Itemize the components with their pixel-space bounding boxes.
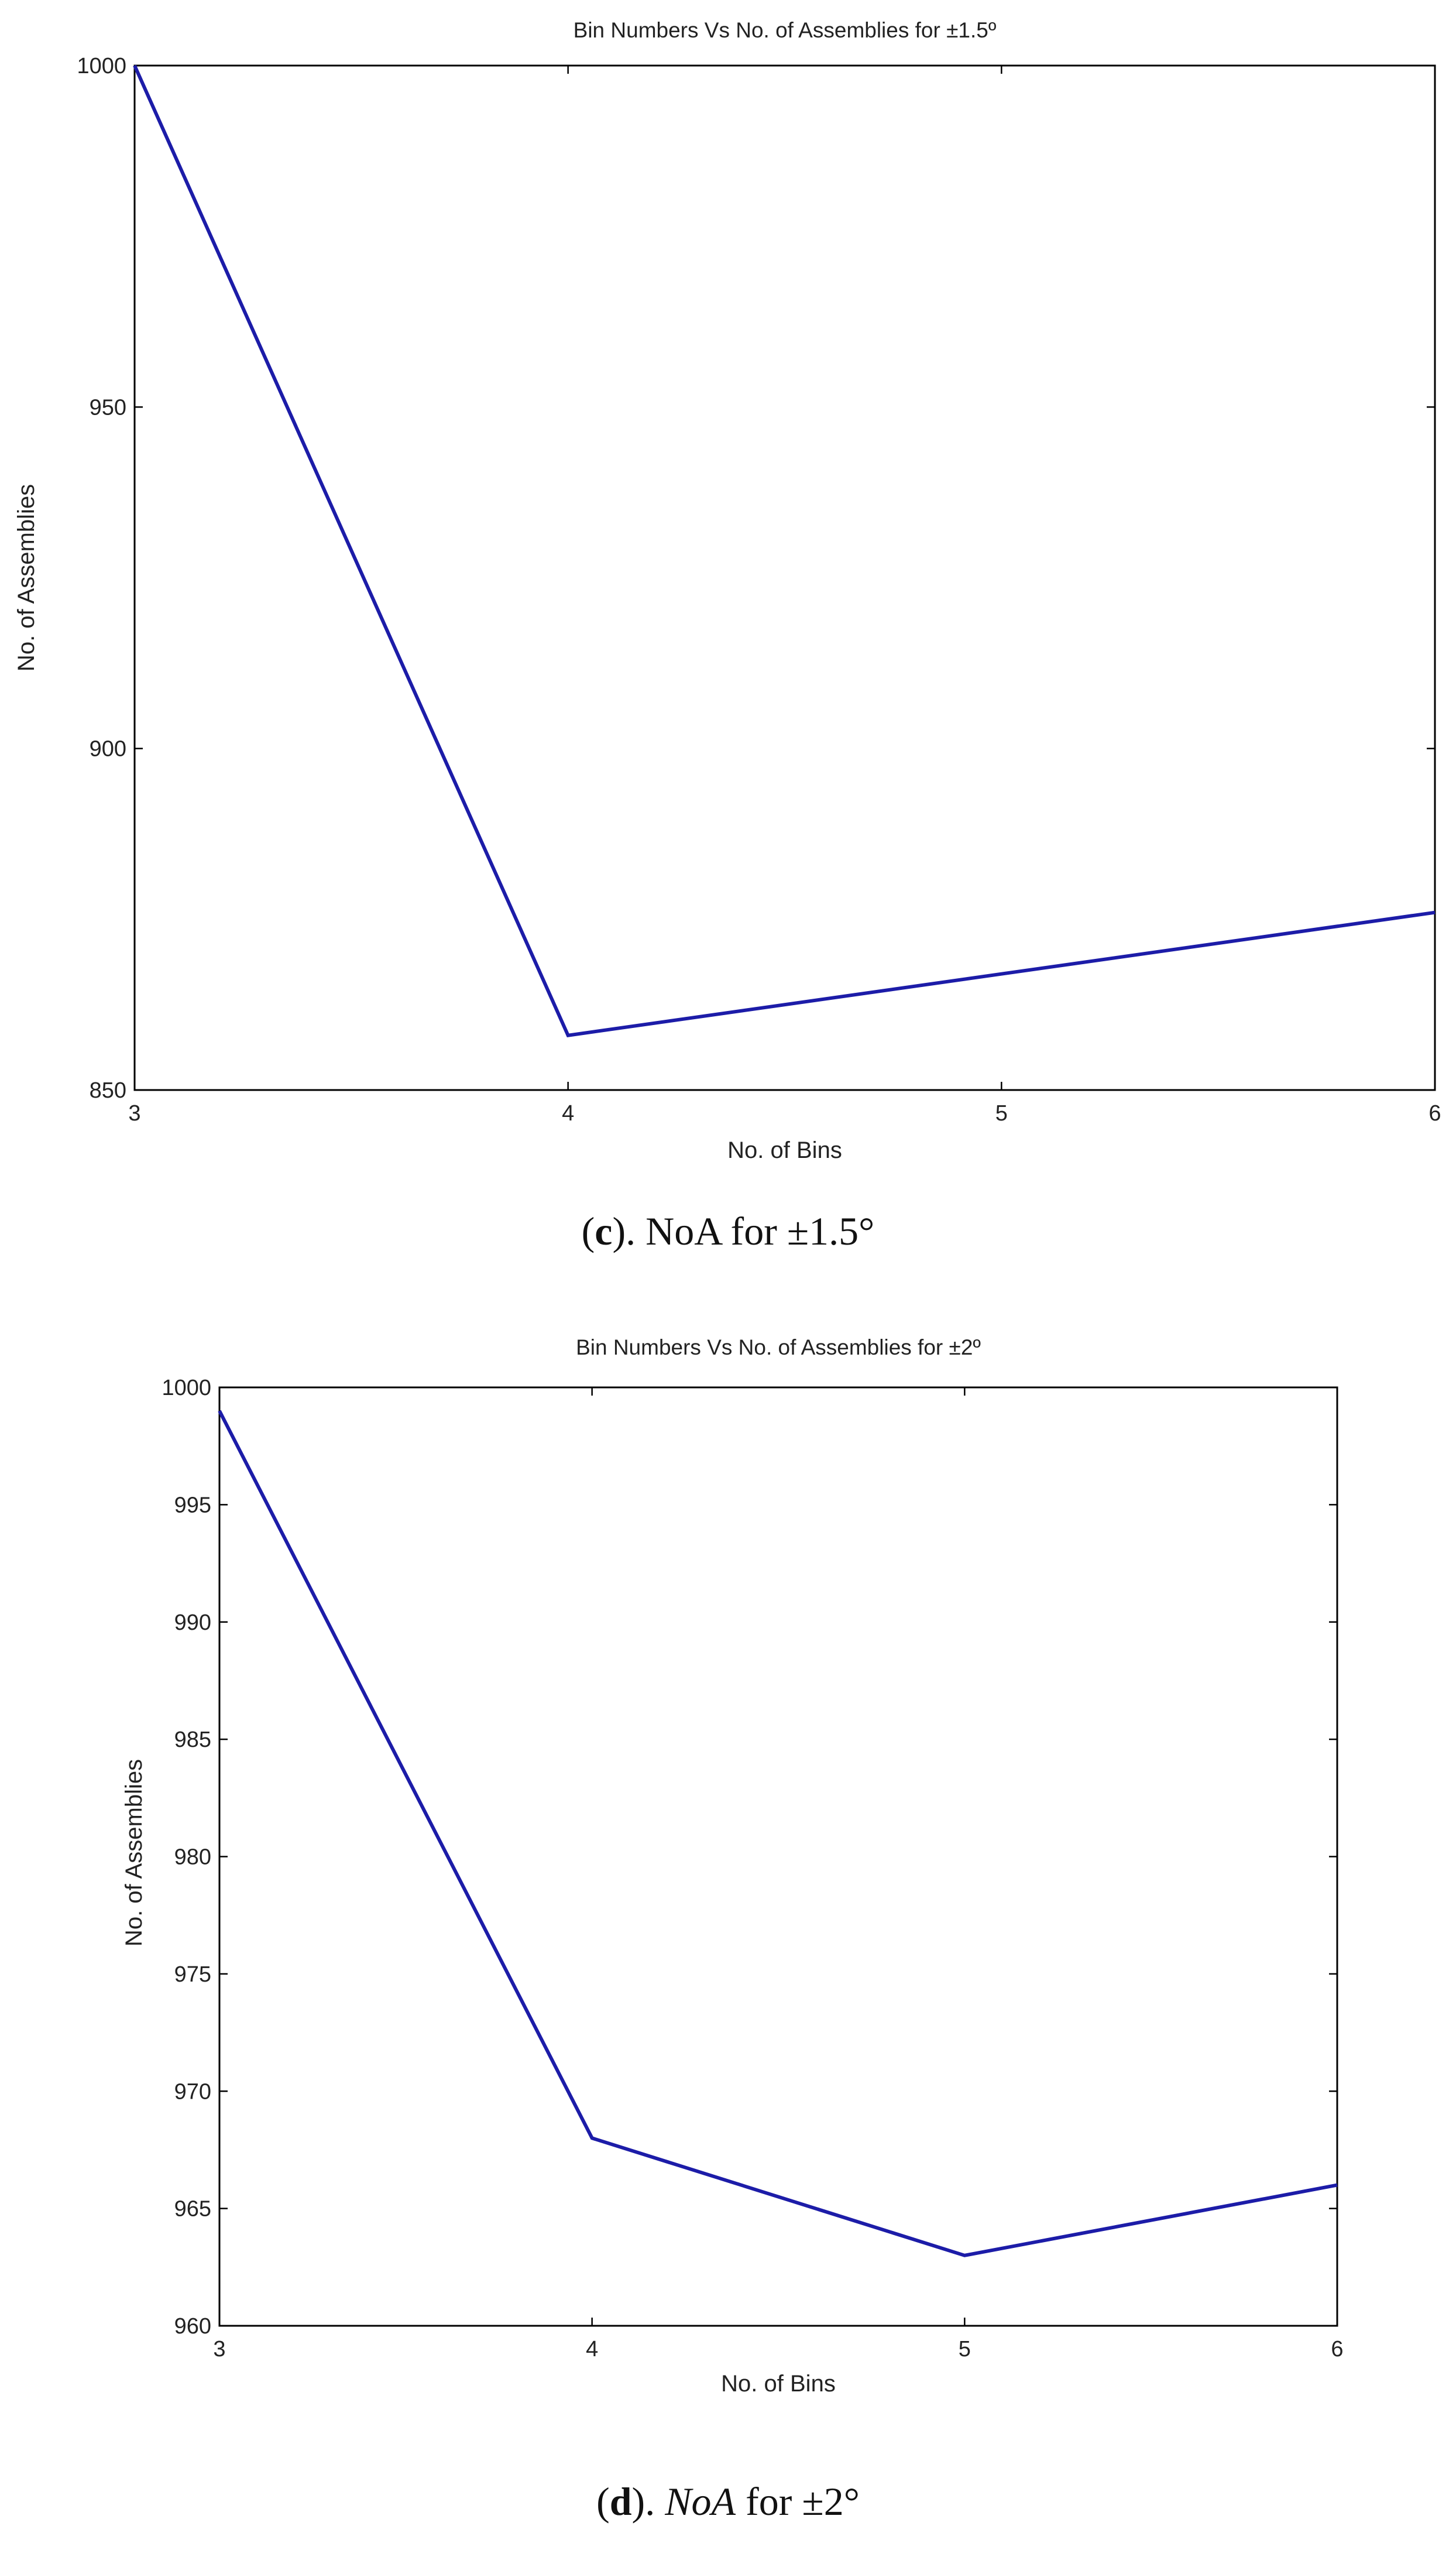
y-tick-label-d-1: 965 [174,2197,211,2222]
y-axis-label-c: No. of Assemblies [13,484,39,671]
caption-d-italic: NoA [664,2479,736,2524]
caption-d-rest-before: ). [632,2479,665,2524]
ticks-c: 3 4 5 6 850 900 950 1000 [77,54,1441,1126]
y-tick-label-d-6: 990 [174,1610,211,1635]
ticks-d: 3 4 5 6 960 965 970 975 980 985 990 995 1000 [162,1376,1343,2362]
y-tick-label-c-2: 950 [90,395,126,420]
y-tick-label-d-7: 995 [174,1493,211,1517]
y-tick-label-d-2: 970 [174,2079,211,2104]
y-tick-label-c-3: 1000 [77,54,126,78]
y-tick-label-c-1: 900 [90,737,126,762]
chart-title-d: Bin Numbers Vs No. of Assemblies for ±2º [576,1335,981,1359]
x-tick-label-d-3: 6 [1331,2337,1343,2362]
caption-d-open: ( [596,2479,610,2524]
y-tick-label-d-0: 960 [174,2314,211,2339]
y-tick-label-c-0: 850 [90,1078,126,1103]
series-line-c [133,64,1436,1037]
caption-c-rest: ). NoA for ±1.5° [612,1209,874,1253]
chart-title-c: Bin Numbers Vs No. of Assemblies for ±1.… [574,18,997,42]
y-tick-label-d-3: 975 [174,1962,211,1987]
x-tick-label-c-2: 5 [995,1101,1008,1126]
caption-c: (c). NoA for ±1.5° [582,1209,875,1253]
y-axis-label-d: No. of Assemblies [121,1759,147,1946]
axes-frame-c [133,64,1436,1091]
x-tick-label-d-2: 5 [959,2337,971,2362]
x-tick-label-d-0: 3 [213,2337,225,2362]
x-axis-label-d: No. of Bins [721,2371,836,2397]
x-tick-label-c-3: 6 [1428,1101,1441,1126]
x-tick-label-d-1: 4 [586,2337,598,2362]
caption-d-letter: d [610,2479,632,2524]
x-tick-label-c-0: 3 [128,1101,140,1126]
y-tick-label-d-4: 980 [174,1845,211,1870]
x-axis-label-c: No. of Bins [727,1137,842,1163]
series-line-d [218,1410,1338,2257]
caption-c-open: ( [582,1209,595,1253]
caption-c-letter: c [595,1209,612,1253]
y-tick-label-d-8: 1000 [162,1376,211,1400]
caption-d-rest: for ±2° [736,2479,860,2524]
chart-d: Bin Numbers Vs No. of Assemblies for ±2º… [121,1335,1344,2524]
caption-d: (d). NoA for ±2° [596,2479,860,2524]
axes-frame-d [218,1386,1338,2327]
y-tick-label-d-5: 985 [174,1728,211,1752]
x-tick-label-c-1: 4 [562,1101,574,1126]
chart-c: Bin Numbers Vs No. of Assemblies for ±1.… [13,18,1441,1253]
